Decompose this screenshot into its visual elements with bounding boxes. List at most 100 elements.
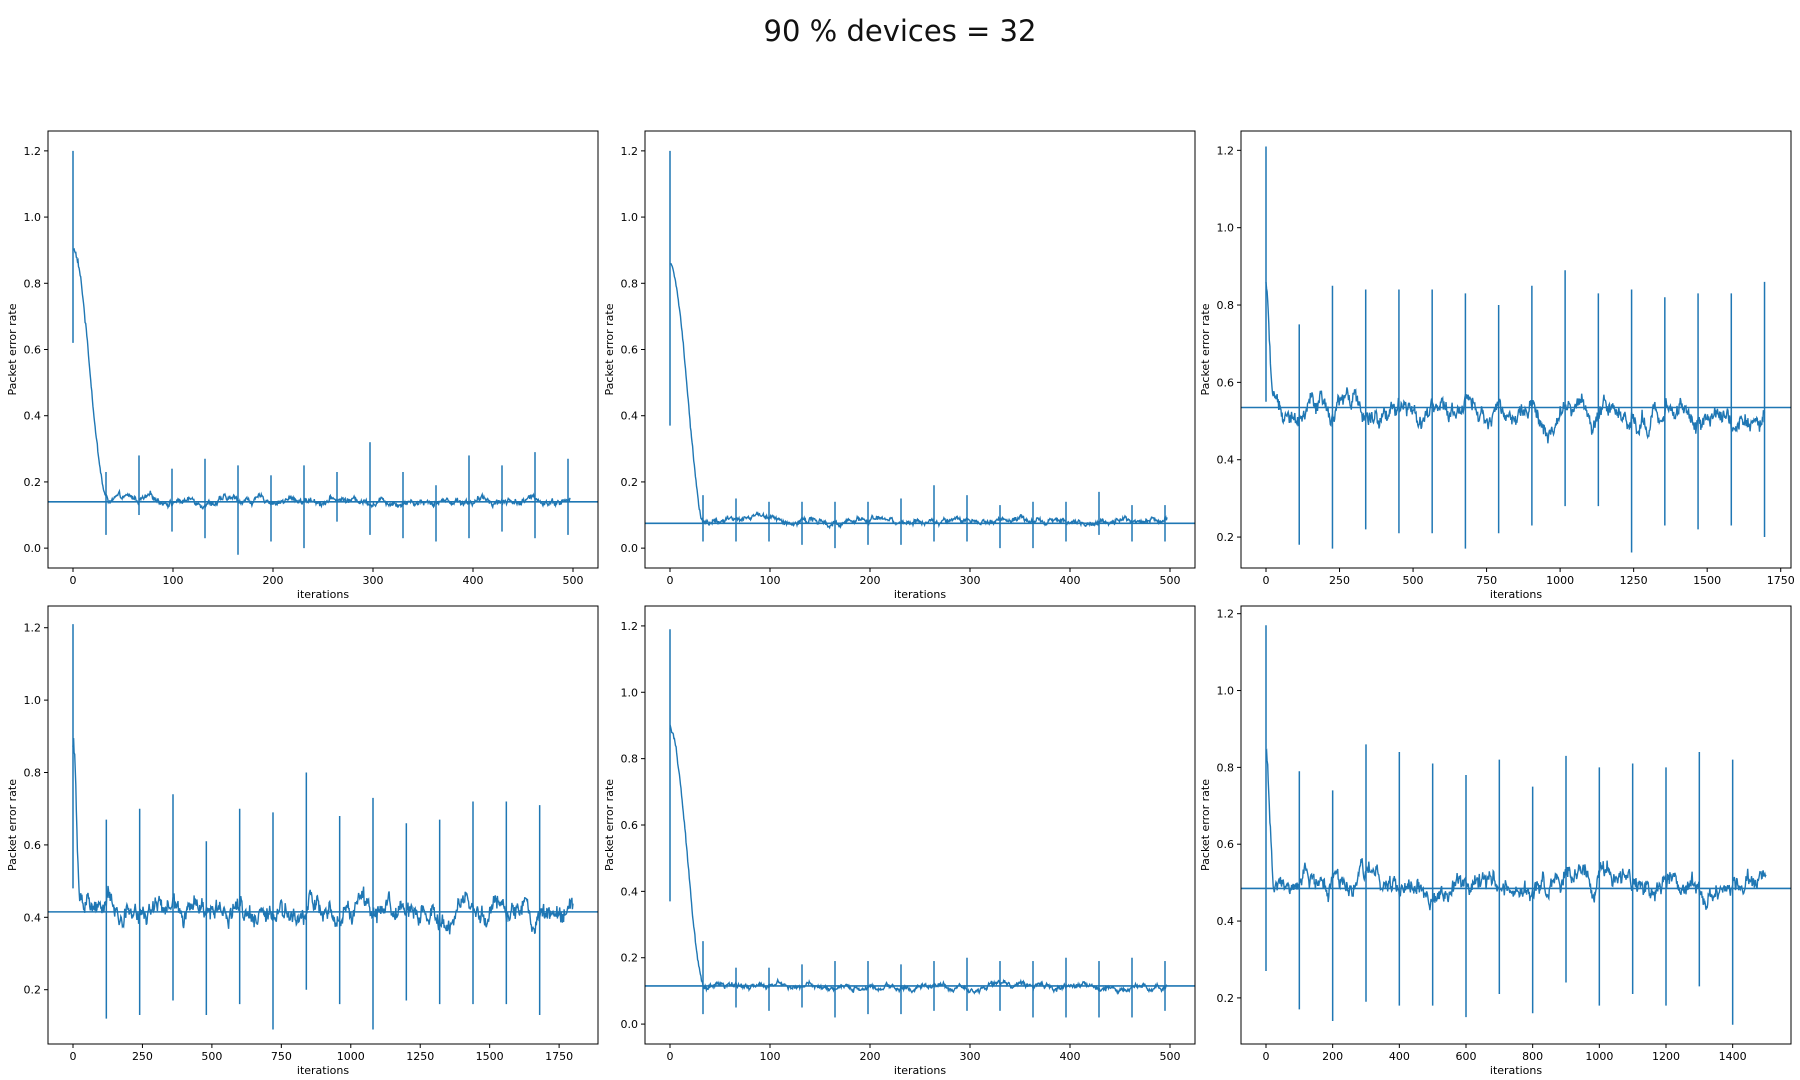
x-tick-label: 1250 — [1620, 574, 1648, 587]
series-line — [1265, 748, 1767, 911]
x-tick-label: 400 — [1060, 574, 1081, 587]
y-tick-label: 0.4 — [1217, 915, 1235, 928]
subplot-2: 0 100 200 300 400 500 0.0 0.2 0.4 0.6 0.8 1.0 1.2 ite… — [603, 130, 1196, 601]
y-tick-label: 0.0 — [621, 1018, 639, 1031]
series-line — [72, 247, 571, 510]
x-axis-label: iterations — [297, 1064, 349, 1077]
x-tick-label: 200 — [860, 574, 881, 587]
y-tick-label: 0.0 — [24, 542, 42, 555]
x-tick-label: 1750 — [1767, 574, 1795, 587]
y-tick-label: 0.8 — [24, 277, 42, 290]
y-tick-label: 1.0 — [1217, 222, 1235, 235]
subplot-4: 0 250 500 750 1000 1250 1500 1750 0.2 0.4 0.6 0.8 1.… — [6, 605, 599, 1077]
y-tick-label: 1.2 — [1217, 608, 1235, 621]
y-tick-label: 1.2 — [1217, 144, 1235, 157]
y-axis-label: Packet error rate — [1199, 303, 1212, 395]
figure-title: 90 % devices = 32 — [763, 14, 1037, 48]
x-tick-label: 1750 — [545, 1050, 573, 1063]
x-tick-label: 400 — [1389, 1050, 1410, 1063]
x-tick-label: 0 — [1263, 1050, 1270, 1063]
x-tick-label: 0 — [1263, 574, 1270, 587]
x-tick-label: 300 — [960, 1050, 981, 1063]
y-tick-label: 0.4 — [24, 410, 42, 423]
y-tick-label: 1.0 — [24, 211, 42, 224]
x-tick-label: 1500 — [476, 1050, 504, 1063]
subplot-1: 0 100 200 300 400 500 0.0 0.2 0.4 0.6 0.8 1.0 1.2 ite… — [6, 130, 599, 601]
x-tick-label: 1000 — [1585, 1050, 1613, 1063]
x-tick-label: 100 — [760, 574, 781, 587]
y-tick-label: 1.0 — [1217, 685, 1235, 698]
x-tick-label: 250 — [132, 1050, 153, 1063]
y-tick-label: 0.8 — [1217, 761, 1235, 774]
y-tick-label: 1.0 — [621, 686, 639, 699]
y-tick-label: 0.4 — [621, 885, 639, 898]
series-line — [72, 738, 574, 935]
y-tick-label: 0.4 — [1217, 454, 1235, 467]
x-tick-label: 1500 — [1693, 574, 1721, 587]
y-axis-label: Packet error rate — [6, 779, 19, 871]
y-tick-label: 0.4 — [24, 911, 42, 924]
x-tick-label: 1200 — [1652, 1050, 1680, 1063]
x-tick-label: 200 — [263, 574, 284, 587]
x-axis-label: iterations — [894, 1064, 946, 1077]
y-tick-label: 1.2 — [24, 145, 42, 158]
subplot-3: 0 250 500 750 1000 1250 1500 1750 0.2 0.4 0.6 0.8 1.… — [1199, 130, 1795, 601]
x-tick-label: 400 — [463, 574, 484, 587]
y-tick-label: 0.2 — [621, 952, 639, 965]
y-tick-label: 0.6 — [1217, 838, 1235, 851]
y-tick-label: 0.6 — [24, 344, 42, 357]
x-tick-label: 1000 — [337, 1050, 365, 1063]
plot-area — [1241, 625, 1791, 1025]
x-axis-label: iterations — [1490, 1064, 1542, 1077]
x-tick-label: 1400 — [1719, 1050, 1747, 1063]
y-tick-label: 1.2 — [621, 620, 639, 633]
x-tick-label: 300 — [960, 574, 981, 587]
y-tick-label: 0.6 — [621, 819, 639, 832]
y-tick-label: 1.0 — [621, 211, 639, 224]
x-tick-label: 500 — [201, 1050, 222, 1063]
x-axis-label: iterations — [894, 588, 946, 601]
x-tick-label: 1250 — [406, 1050, 434, 1063]
y-tick-label: 0.0 — [621, 542, 639, 555]
x-tick-label: 1000 — [1546, 574, 1574, 587]
y-tick-label: 0.2 — [1217, 531, 1235, 544]
x-tick-label: 250 — [1329, 574, 1350, 587]
x-tick-label: 750 — [1476, 574, 1497, 587]
y-tick-label: 0.6 — [1217, 376, 1235, 389]
axes-frame — [1240, 605, 1792, 1045]
y-tick-label: 0.2 — [24, 476, 42, 489]
x-axis-label: iterations — [1490, 588, 1542, 601]
y-axis-label: Packet error rate — [1199, 779, 1212, 871]
y-tick-label: 1.2 — [621, 145, 639, 158]
subplot-6: 0 200 400 600 800 1000 1200 1400 0.2 0.4 0.6 0.8 1.0… — [1199, 605, 1792, 1077]
x-tick-label: 0 — [667, 574, 674, 587]
x-axis-label: iterations — [297, 588, 349, 601]
plot-area — [1241, 146, 1791, 553]
y-tick-label: 0.2 — [24, 984, 42, 997]
y-tick-label: 0.6 — [24, 839, 42, 852]
y-axis-label: Packet error rate — [6, 303, 19, 395]
y-tick-label: 0.4 — [621, 410, 639, 423]
x-tick-label: 0 — [70, 1050, 77, 1063]
plot-area — [48, 624, 598, 1030]
series-line — [1265, 281, 1766, 444]
y-tick-label: 1.2 — [24, 622, 42, 635]
x-tick-label: 200 — [1322, 1050, 1343, 1063]
y-tick-label: 0.8 — [621, 753, 639, 766]
y-axis-label: Packet error rate — [603, 779, 616, 871]
x-tick-label: 300 — [363, 574, 384, 587]
subplot-5: 0 100 200 300 400 500 0.0 0.2 0.4 0.6 0.8 1.0 1.2 ite… — [603, 605, 1196, 1077]
y-tick-label: 0.2 — [621, 476, 639, 489]
x-tick-label: 100 — [163, 574, 184, 587]
x-tick-label: 0 — [70, 574, 77, 587]
y-tick-label: 0.8 — [24, 767, 42, 780]
series-line — [669, 724, 1168, 996]
y-tick-label: 0.8 — [1217, 299, 1235, 312]
x-tick-label: 500 — [563, 574, 584, 587]
axes-frame — [644, 605, 1196, 1045]
axes-frame — [644, 130, 1196, 569]
y-tick-label: 0.6 — [621, 344, 639, 357]
x-tick-label: 400 — [1060, 1050, 1081, 1063]
x-tick-label: 500 — [1403, 574, 1424, 587]
